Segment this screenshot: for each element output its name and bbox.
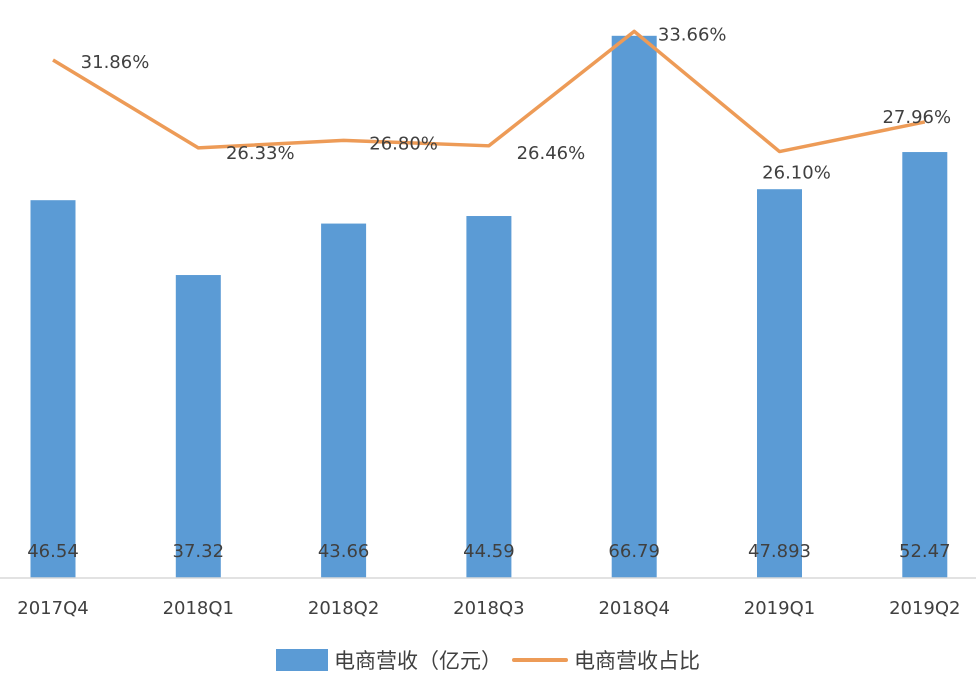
x-tick-label: 2019Q2: [889, 598, 960, 619]
legend-item-revenue: 电商营收（亿元）: [276, 645, 502, 675]
line-value-label: 26.33%: [226, 143, 295, 164]
line-value-label: 26.46%: [517, 143, 586, 164]
legend-swatch-line: [512, 658, 568, 662]
bar-value-label: 46.54: [27, 541, 79, 562]
line-value-label: 33.66%: [658, 24, 727, 45]
x-tick-label: 2019Q1: [744, 598, 815, 619]
bar-2018Q4: [611, 35, 657, 578]
line-value-label: 26.80%: [369, 133, 438, 154]
x-tick-label: 2017Q4: [17, 598, 88, 619]
bar-2018Q1: [175, 275, 221, 578]
legend: 电商营收（亿元） 电商营收占比: [0, 645, 976, 675]
bar-2019Q1: [757, 189, 802, 579]
bar-value-label: 52.47: [899, 541, 951, 562]
bar-2018Q2: [321, 223, 367, 579]
share-line: [52, 29, 926, 154]
x-tick-label: 2018Q2: [308, 598, 379, 619]
legend-label-revenue: 电商营收（亿元）: [334, 649, 502, 673]
bar-value-label: 44.59: [463, 541, 515, 562]
bar-2018Q3: [466, 216, 512, 578]
legend-label-share: 电商营收占比: [574, 649, 700, 673]
bar-2017Q4: [30, 200, 76, 578]
x-tick-label: 2018Q3: [453, 598, 524, 619]
legend-swatch-bar: [276, 649, 328, 671]
bar-2019Q2: [902, 152, 948, 578]
line-value-label: 27.96%: [882, 107, 951, 128]
line-value-label: 26.10%: [762, 163, 831, 184]
bar-value-label: 43.66: [318, 541, 370, 562]
x-tick-label: 2018Q4: [598, 598, 669, 619]
x-tick-label: 2018Q1: [163, 598, 234, 619]
line-value-label: 31.86%: [81, 52, 150, 73]
bar-value-label: 66.79: [608, 541, 660, 562]
bar-value-label: 37.32: [173, 541, 225, 562]
chart: 46.54 2017Q4 31.86% 37.32 2018Q1 26.33% 43.66 2…: [0, 24, 976, 619]
bar-value-label: 47.893: [748, 541, 811, 562]
legend-item-share: 电商营收占比: [512, 645, 700, 675]
